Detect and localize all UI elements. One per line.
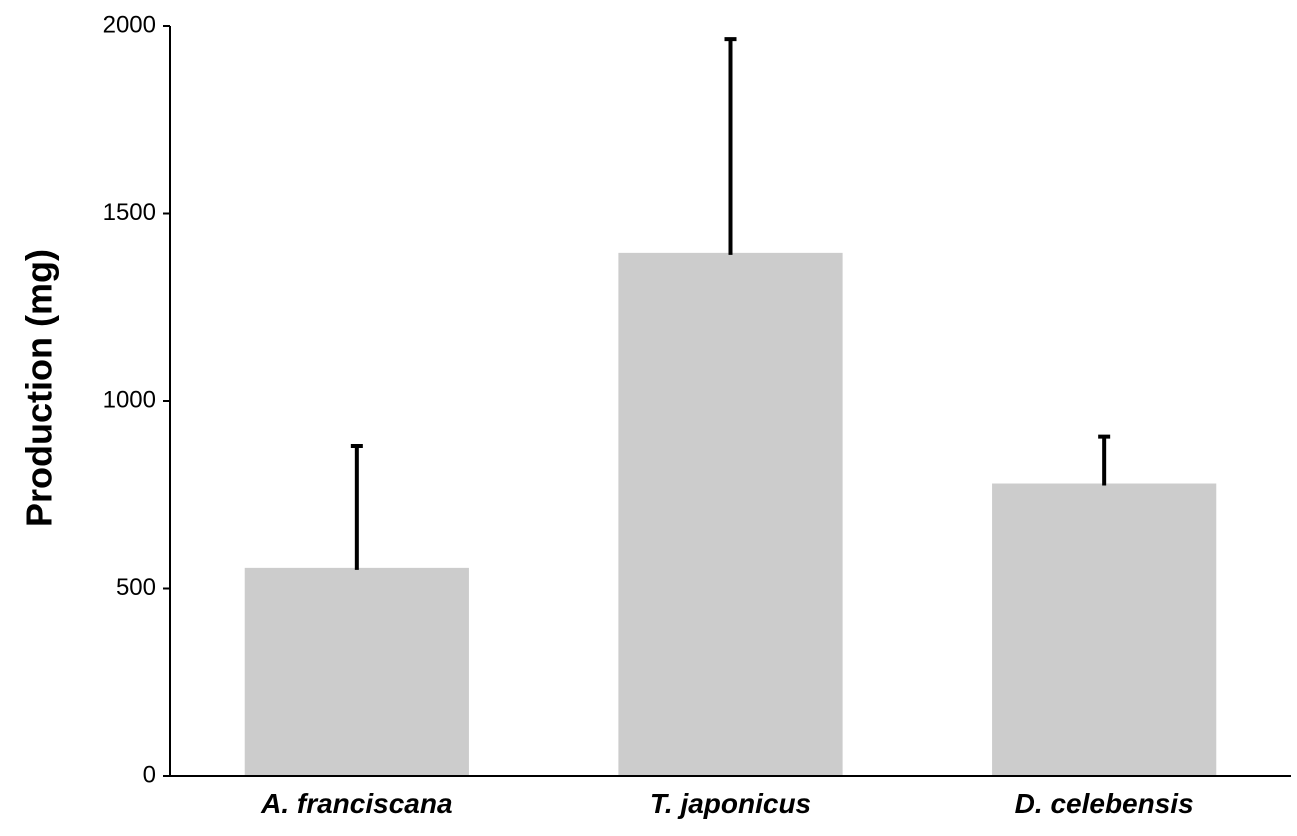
y-ticks-group: 0 500 1000 1500 2000: [103, 11, 170, 788]
y-tick-label: 0: [143, 761, 156, 788]
y-tick-label: 2000: [103, 11, 156, 38]
y-tick-label: 1000: [103, 386, 156, 413]
x-category-label: A. franciscana: [260, 788, 452, 819]
bar: [244, 567, 469, 776]
bar: [992, 483, 1217, 776]
bars-group: [244, 252, 1217, 776]
y-axis-title: Production (mg): [19, 249, 60, 527]
x-labels-group: A. franciscana T. japonicus D. celebensis: [260, 788, 1194, 819]
y-tick-label: 1500: [103, 199, 156, 226]
x-category-label: D. celebensis: [1015, 788, 1194, 819]
y-tick-label: 500: [116, 574, 156, 601]
x-category-label: T. japonicus: [650, 788, 811, 819]
bar: [618, 252, 843, 776]
error-bars-group: [350, 37, 1111, 570]
